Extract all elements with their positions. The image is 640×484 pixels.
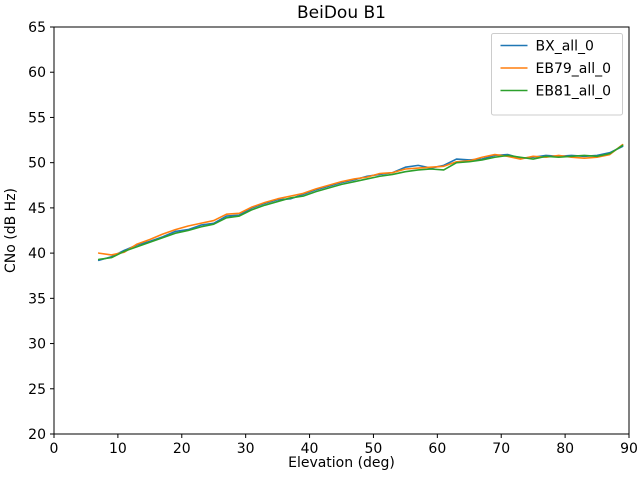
y-tick-label: 65 [28,20,46,36]
x-tick-label: 0 [50,441,59,457]
legend-item-label: BX_all_0 [536,39,594,55]
x-tick-label: 10 [109,441,127,457]
x-tick-label: 60 [428,441,446,457]
y-tick-label: 50 [28,156,46,172]
x-axis-label: Elevation (deg) [288,455,395,471]
x-tick-label: 90 [620,441,638,457]
y-tick-label: 40 [28,246,46,262]
series-line-EB79_all_0 [97,143,624,256]
series-layer [97,143,624,262]
x-tick-label: 30 [237,441,255,457]
legend: BX_all_0 EB79_all_0 EB81_all_0 [491,33,623,116]
legend-item-label: EB81_all_0 [536,84,612,100]
series-line-EB81_all_0 [97,144,624,261]
y-tick-label: 30 [28,337,46,353]
y-tick-label: 55 [28,110,46,126]
y-tick-label: 60 [28,65,46,81]
x-tick-label: 40 [301,441,319,457]
chart-title: BeiDou B1 [297,3,386,23]
axes-spines [53,26,630,435]
y-tick-label: 20 [28,427,46,443]
y-axis-label: CNo (dB Hz) [3,188,19,273]
legend-item-label: EB79_all_0 [536,61,612,77]
y-tick-label: 35 [28,291,46,307]
y-tick-label: 45 [28,201,46,217]
x-tick-label: 20 [173,441,191,457]
ticks-layer: 0 10 20 30 40 50 60 70 80 90 20 25 30 35 40 45 50 55 60 65 [28,20,638,457]
legend-box [491,33,623,116]
x-tick-label: 80 [556,441,574,457]
x-tick-label: 70 [492,441,510,457]
y-tick-label: 25 [28,382,46,398]
x-tick-label: 50 [365,441,383,457]
